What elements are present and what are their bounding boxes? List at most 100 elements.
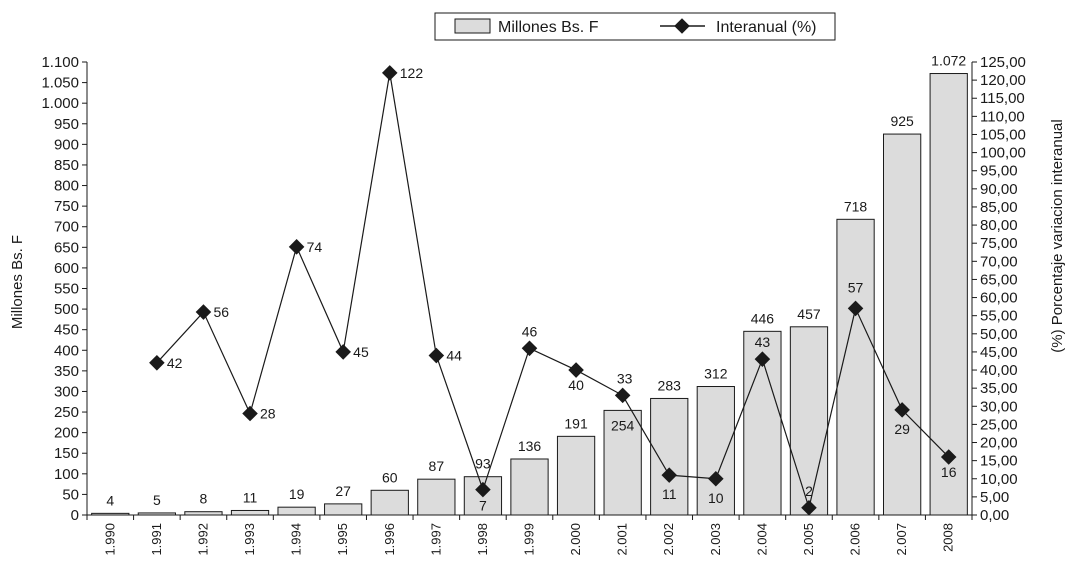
y-axis-right-tick-label: 35,00 (980, 380, 1018, 397)
y-axis-right-tick-label: 70,00 (980, 253, 1018, 270)
interanual-point (195, 304, 212, 320)
interanual-data-label: 42 (167, 355, 183, 371)
y-axis-right-tick-label: 95,00 (980, 163, 1018, 180)
interanual-data-label: 44 (446, 348, 462, 364)
y-axis-left-tick-label: 0 (71, 507, 79, 524)
y-axis-right-tick-label: 110,00 (980, 108, 1025, 125)
x-axis-tick-label: 2008 (941, 523, 956, 552)
y-axis-right-tick-label: 5,00 (980, 489, 1009, 506)
y-axis-right-tick-label: 10,00 (980, 471, 1018, 488)
y-axis-left-tick-label: 300 (54, 383, 79, 400)
y-axis-left-tick-label: 50 (62, 486, 79, 503)
x-axis-tick-label: 2.006 (848, 523, 863, 556)
x-axis-tick-label: 2.005 (801, 523, 816, 556)
bar-data-label: 925 (890, 113, 914, 129)
x-axis-tick-label: 1.996 (382, 523, 397, 556)
y-axis-left-tick-label: 1.100 (41, 54, 79, 71)
interanual-point (242, 405, 258, 422)
y-axis-left-tick-label: 350 (54, 363, 79, 380)
y-axis-right-tick-label: 100,00 (980, 145, 1026, 162)
bar-data-label: 87 (429, 458, 445, 474)
y-axis-left-tick-label: 500 (54, 301, 79, 318)
line-data-labels: 42 56 28 74 45 122 44 7 46 40 33 11 10 43 2 57 29 16 (167, 65, 957, 514)
y-axis-left-tick-label: 650 (54, 239, 79, 256)
interanual-data-label: 40 (568, 377, 584, 393)
interanual-line (156, 72, 950, 511)
bar-data-label: 446 (751, 310, 775, 326)
x-axis-tick-label: 2.004 (754, 523, 769, 556)
y-axis-right-tick-label: 90,00 (980, 181, 1018, 198)
bar (230, 509, 270, 516)
legend-line-label: Interanual (%) (716, 19, 817, 36)
interanual-data-label: 45 (353, 344, 369, 360)
bar (277, 506, 316, 516)
bar (324, 503, 363, 516)
bar-data-label: 5 (153, 492, 161, 508)
y-axis-right-tick-label: 65,00 (980, 271, 1018, 288)
bar (556, 435, 596, 516)
y-axis-right-tick-label: 20,00 (980, 435, 1018, 452)
y-axis-right-tick-label: 40,00 (980, 362, 1018, 379)
interanual-data-label: 46 (522, 323, 538, 339)
y-axis-right-tick-label: 105,00 (980, 126, 1026, 143)
interanual-data-label: 122 (400, 65, 424, 81)
x-axis-tick-label: 1.995 (335, 523, 350, 556)
interanual-data-label: 29 (894, 421, 910, 437)
interanual-point (381, 65, 398, 81)
y-axis-left-tick-label: 1.000 (41, 95, 79, 112)
bar-data-label: 283 (658, 377, 682, 393)
x-axis-tick-label: 1.991 (149, 523, 164, 556)
legend-bar-swatch (454, 18, 491, 34)
interanual-point (335, 344, 351, 360)
y-axis-right-tick-label: 80,00 (980, 217, 1018, 234)
bar (650, 397, 689, 516)
bar (883, 133, 922, 516)
bar (603, 409, 642, 516)
legend-box (434, 12, 836, 41)
y-axis-left-tick-label: 550 (54, 281, 79, 298)
x-axis-tick-label: 2.002 (661, 523, 676, 556)
y-axis-right-tick-label: 85,00 (980, 199, 1018, 216)
bar-data-label: 8 (200, 491, 208, 507)
legend: Millones Bs. F Interanual (%) (434, 12, 836, 41)
y-axis-right-tick-label: 50,00 (980, 326, 1018, 343)
y-axis-right-tick-label: 15,00 (980, 453, 1018, 470)
x-axis-tick-label: 1.994 (289, 523, 304, 556)
y-axis-left-tick-label: 700 (54, 219, 79, 236)
x-axis-tick-label: 2.007 (894, 523, 909, 556)
y-axis-right-tick-label: 30,00 (980, 398, 1018, 415)
legend-bar-label: Millones Bs. F (498, 19, 599, 36)
y-axis-left-tick-label: 400 (54, 342, 79, 359)
interanual-point (568, 362, 584, 378)
y-axis-right-tick-label: 75,00 (980, 235, 1018, 252)
interanual-data-label: 56 (213, 304, 229, 320)
bar (836, 218, 875, 516)
bar (417, 478, 456, 516)
y-axis-left-tick-label: 950 (54, 116, 79, 133)
x-axis-tick-label: 1.999 (522, 523, 537, 556)
bar-series (91, 73, 968, 516)
x-axis-tick-label: 1.998 (475, 523, 490, 556)
interanual-data-label: 16 (941, 464, 957, 480)
bar-data-label: 191 (564, 415, 588, 431)
bar-data-label: 254 (611, 417, 635, 433)
bar (789, 326, 829, 516)
y-axis-left: 0 50 100 150 200 250 300 350 400 450 500 550 600 650 7… (41, 54, 88, 524)
y-axis-right-tick-label: 125,00 (980, 54, 1026, 71)
x-axis-tick-label: 1.997 (428, 523, 443, 556)
interanual-point (428, 347, 445, 364)
bar-data-label: 19 (289, 486, 305, 502)
y-axis-left-tick-label: 200 (54, 425, 79, 442)
interanual-data-label: 7 (479, 498, 487, 514)
interanual-point (288, 239, 305, 255)
interanual-point (614, 387, 631, 404)
bar-data-label: 4 (106, 492, 114, 508)
bar-data-label: 60 (382, 469, 398, 485)
x-axis-tick-label: 2.001 (615, 523, 630, 556)
bar (510, 458, 549, 516)
y-axis-left-tick-label: 900 (54, 136, 79, 153)
x-axis-tick-label: 1.990 (102, 523, 117, 556)
